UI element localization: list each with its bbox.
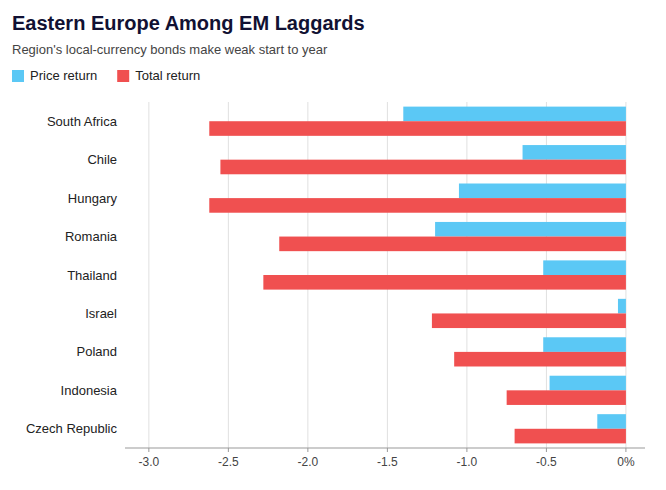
subtitle: Region's local-currency bonds make weak … xyxy=(12,42,328,57)
tick-label: -3.0 xyxy=(139,455,160,469)
bar xyxy=(523,145,626,160)
tick-mark xyxy=(387,448,388,452)
bar xyxy=(432,313,626,328)
category-label: Israel xyxy=(85,306,117,321)
bar xyxy=(515,429,626,444)
bar xyxy=(597,414,626,429)
legend: Price return Total return xyxy=(12,68,200,83)
grid-line xyxy=(148,102,149,448)
bar xyxy=(618,299,626,314)
tick-mark xyxy=(307,448,308,452)
tick-label: -0.5 xyxy=(536,455,557,469)
bar xyxy=(543,260,626,275)
bar xyxy=(279,237,626,252)
tick-mark xyxy=(228,448,229,452)
bar xyxy=(435,222,626,237)
bars xyxy=(209,107,626,444)
grid xyxy=(149,102,626,448)
title: Eastern Europe Among EM Laggards xyxy=(12,12,365,34)
category-label: Poland xyxy=(77,344,117,359)
bar xyxy=(209,198,626,213)
tick-label: -1.5 xyxy=(377,455,398,469)
legend-swatch xyxy=(12,70,24,82)
tick-mark xyxy=(546,448,547,452)
x-axis-line xyxy=(125,448,645,449)
tick-label: -2.0 xyxy=(298,455,319,469)
tick-label: -1.0 xyxy=(457,455,478,469)
category-label: Indonesia xyxy=(61,383,118,398)
category-label: Hungary xyxy=(68,191,118,206)
category-label: Czech Republic xyxy=(26,421,118,436)
bar xyxy=(459,184,626,199)
bar xyxy=(507,390,626,405)
bar xyxy=(263,275,626,290)
bar xyxy=(209,121,626,136)
grid-line xyxy=(228,102,229,448)
bar xyxy=(403,107,626,122)
legend-label: Total return xyxy=(135,68,200,83)
legend-swatch xyxy=(117,70,129,82)
category-label: Chile xyxy=(87,152,117,167)
tick-mark xyxy=(466,448,467,452)
category-label: Romania xyxy=(65,229,118,244)
bar xyxy=(550,376,626,391)
bar xyxy=(454,352,626,367)
category-label: Thailand xyxy=(67,268,117,283)
bar xyxy=(220,160,626,175)
chart: Eastern Europe Among EM Laggards Region's… xyxy=(0,0,666,490)
tick-mark xyxy=(148,448,149,452)
tick-mark xyxy=(625,448,626,452)
tick-label: -2.5 xyxy=(218,455,239,469)
bar xyxy=(543,337,626,352)
legend-label: Price return xyxy=(30,68,97,83)
tick-label: 0% xyxy=(617,455,635,469)
category-label: South Africa xyxy=(47,114,118,129)
